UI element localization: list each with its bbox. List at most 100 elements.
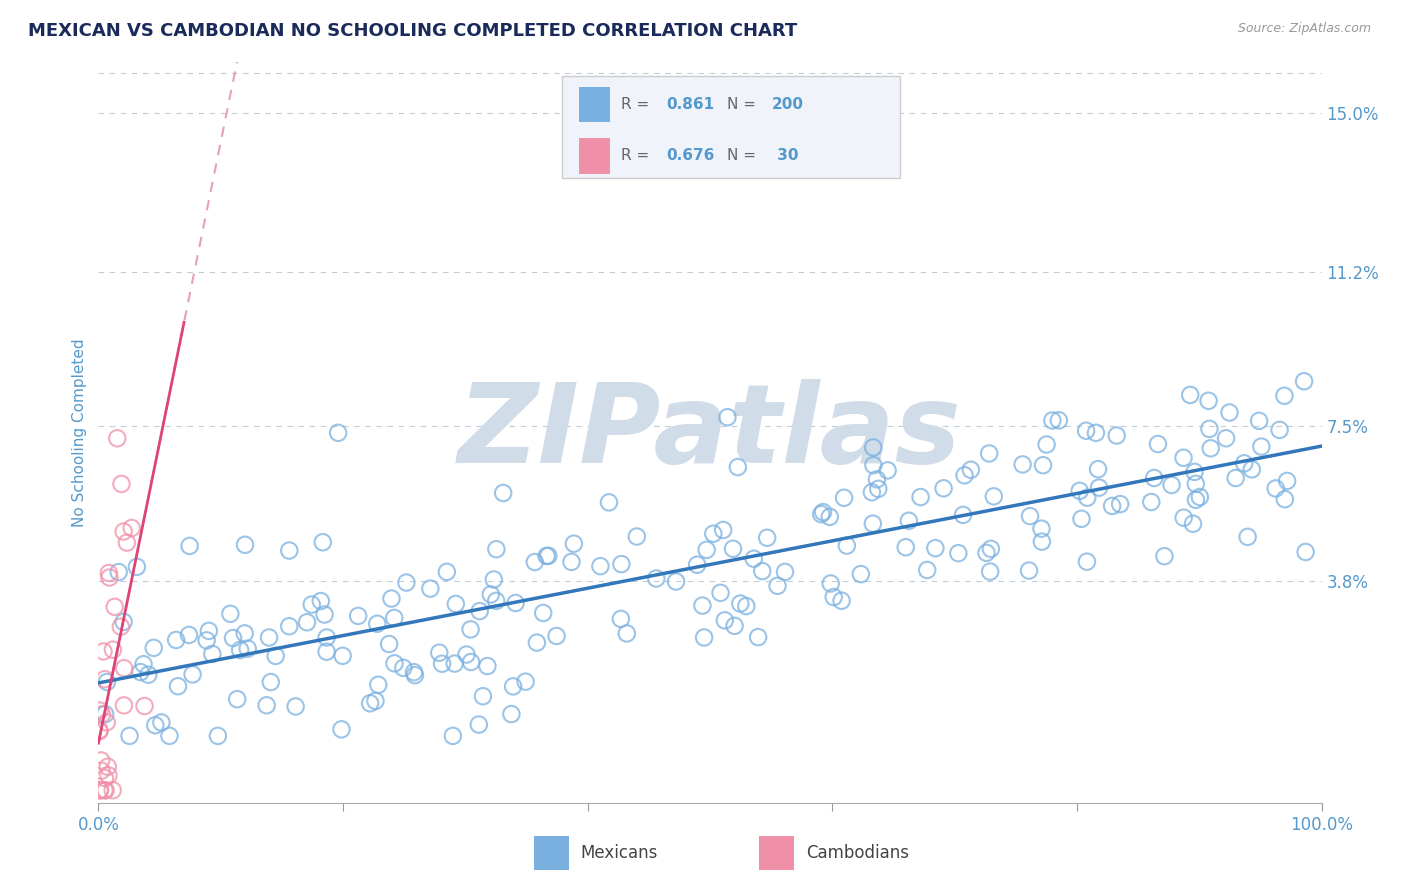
Point xyxy=(177,628,200,642)
Point xyxy=(222,631,245,645)
Point xyxy=(1218,405,1240,419)
Point xyxy=(560,555,582,569)
Point xyxy=(711,523,734,537)
Point xyxy=(723,619,745,633)
Point xyxy=(952,508,974,522)
Point xyxy=(1088,481,1111,495)
Point xyxy=(256,698,278,713)
Point xyxy=(98,570,121,584)
Point xyxy=(1031,534,1053,549)
Point xyxy=(862,441,884,455)
Text: N =: N = xyxy=(727,97,761,112)
Point xyxy=(112,615,135,629)
Point xyxy=(645,572,668,586)
Point xyxy=(93,783,115,797)
Point xyxy=(332,648,354,663)
Point xyxy=(278,543,301,558)
Point xyxy=(198,624,221,638)
Point xyxy=(492,486,515,500)
Point xyxy=(482,573,505,587)
Point xyxy=(849,567,872,582)
Point xyxy=(97,566,120,580)
Point xyxy=(419,582,441,596)
Point xyxy=(811,505,834,519)
Text: MEXICAN VS CAMBODIAN NO SCHOOLING COMPLETED CORRELATION CHART: MEXICAN VS CAMBODIAN NO SCHOOLING COMPLE… xyxy=(28,22,797,40)
Point xyxy=(1011,458,1033,472)
Point xyxy=(537,549,560,563)
Point xyxy=(90,754,112,768)
Point xyxy=(860,485,883,500)
Point xyxy=(1069,483,1091,498)
Point xyxy=(485,594,508,608)
Point xyxy=(134,699,156,714)
Point xyxy=(735,599,758,613)
Point xyxy=(1188,490,1211,504)
Point xyxy=(831,593,853,607)
Point xyxy=(1031,522,1053,536)
Point xyxy=(143,718,166,732)
Point xyxy=(264,648,287,663)
Point xyxy=(702,526,724,541)
Point xyxy=(862,458,884,473)
Point xyxy=(1173,450,1195,465)
Point xyxy=(742,551,765,566)
Point xyxy=(692,599,714,613)
Point xyxy=(404,668,426,682)
Point xyxy=(479,587,502,601)
Point xyxy=(312,535,335,549)
Point xyxy=(159,729,181,743)
Text: 0.861: 0.861 xyxy=(666,97,714,112)
Point xyxy=(1215,431,1237,445)
Point xyxy=(107,565,129,579)
Point xyxy=(1105,428,1128,442)
Point xyxy=(436,565,458,579)
Point xyxy=(402,665,425,680)
Point xyxy=(468,717,491,731)
Point xyxy=(501,707,523,722)
Point xyxy=(598,495,620,509)
Point xyxy=(112,661,135,675)
Point xyxy=(359,696,381,710)
Point xyxy=(395,575,418,590)
Point xyxy=(610,612,633,626)
Text: Source: ZipAtlas.com: Source: ZipAtlas.com xyxy=(1237,22,1371,36)
Point xyxy=(284,699,307,714)
Point xyxy=(562,537,585,551)
Point xyxy=(1047,413,1070,427)
Point xyxy=(89,724,111,739)
Point xyxy=(257,631,280,645)
Point xyxy=(229,643,252,657)
Point xyxy=(832,491,855,505)
Point xyxy=(526,635,548,649)
Text: 30: 30 xyxy=(772,148,799,163)
Point xyxy=(1035,437,1057,451)
Point xyxy=(236,641,259,656)
Point xyxy=(502,679,524,693)
Point xyxy=(915,563,938,577)
Point xyxy=(89,723,111,738)
Point xyxy=(696,542,718,557)
Point xyxy=(96,675,118,690)
Point xyxy=(1185,492,1208,507)
Point xyxy=(773,565,796,579)
Text: R =: R = xyxy=(621,148,655,163)
Point xyxy=(1180,388,1202,402)
Point xyxy=(468,604,491,618)
Point xyxy=(980,541,1002,556)
Point xyxy=(1233,456,1256,470)
Point xyxy=(823,590,845,604)
Point xyxy=(384,657,406,671)
Point xyxy=(766,579,789,593)
Point xyxy=(910,490,932,504)
Point xyxy=(91,707,114,722)
Point xyxy=(1140,495,1163,509)
Point xyxy=(616,626,638,640)
Point xyxy=(142,640,165,655)
Point xyxy=(441,729,464,743)
Point xyxy=(536,549,558,563)
Point xyxy=(589,559,612,574)
Point xyxy=(1018,564,1040,578)
Point xyxy=(1268,423,1291,437)
Point xyxy=(366,616,388,631)
Point xyxy=(1295,545,1317,559)
